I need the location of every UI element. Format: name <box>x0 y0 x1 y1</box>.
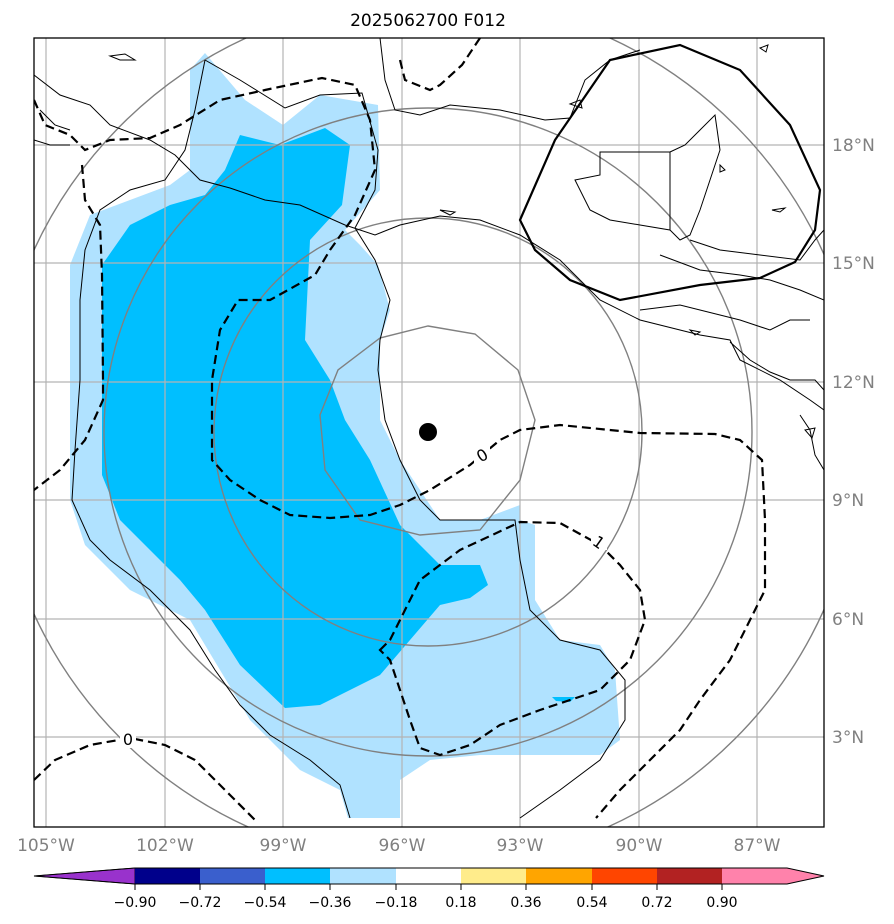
dashed-contours <box>34 38 767 821</box>
colorbar-segment <box>200 868 265 884</box>
colorbar-tick-label: −0.90 <box>114 895 157 911</box>
outlined-region-boundary <box>518 43 822 302</box>
colorbar-tick-label: −0.36 <box>309 895 352 911</box>
colorbar-segment <box>396 868 461 884</box>
colorbar-segment <box>135 868 200 884</box>
colorbar-segment <box>330 868 396 884</box>
colorbar-tick-labels: −0.90 −0.72 −0.54 −0.36 −0.18 0.18 0.36 … <box>114 895 738 911</box>
colorbar-ticks <box>134 884 723 890</box>
map-title: 2025062700 F012 <box>350 11 506 31</box>
map-area: 0 1 0 <box>34 38 824 827</box>
colorbar: −0.90 −0.72 −0.54 −0.36 −0.18 0.18 0.36 … <box>33 867 825 911</box>
colorbar-segment <box>657 868 722 884</box>
shaded-region-dark <box>102 128 488 708</box>
colorbar-segment <box>461 868 526 884</box>
contour-label: 0 <box>123 730 133 749</box>
colorbar-extend-left <box>33 867 136 885</box>
lon-label: 99°W <box>260 836 307 856</box>
lat-label: 18°N <box>832 136 875 156</box>
colorbar-tick-label: −0.72 <box>179 895 222 911</box>
colorbar-tick-label: −0.18 <box>375 895 418 911</box>
lon-label: 87°W <box>734 836 781 856</box>
colorbar-segment <box>526 868 592 884</box>
colorbar-segment <box>265 868 330 884</box>
contour-labels: 0 1 0 <box>120 445 608 749</box>
lon-label: 96°W <box>379 836 426 856</box>
lat-label: 15°N <box>832 254 875 274</box>
colorbar-tick-label: 0.36 <box>510 895 541 911</box>
colorbar-tick-label: 0.72 <box>641 895 672 911</box>
lon-label: 102°W <box>136 836 194 856</box>
colorbar-extend-right <box>722 868 824 884</box>
colorbar-tick-label: 0.54 <box>576 895 607 911</box>
lon-label: 90°W <box>616 836 663 856</box>
lon-label: 105°W <box>17 836 75 856</box>
lat-label: 9°N <box>832 491 864 511</box>
colorbar-tick-label: 0.18 <box>445 895 476 911</box>
colorbar-tick-label: 0.90 <box>706 895 737 911</box>
lat-label: 6°N <box>832 610 864 630</box>
longitude-labels: 105°W 102°W 99°W 96°W 93°W 90°W 87°W <box>17 836 781 856</box>
colorbar-tick-label: −0.54 <box>244 895 287 911</box>
map-frame <box>33 37 825 828</box>
lon-label: 93°W <box>497 836 544 856</box>
lat-label: 12°N <box>832 373 875 393</box>
lat-label: 3°N <box>832 728 864 748</box>
storm-center-dot <box>419 423 437 441</box>
colorbar-segment <box>592 868 657 884</box>
latitude-labels: 18°N 15°N 12°N 9°N 6°N 3°N <box>832 136 875 748</box>
coastlines <box>34 38 824 819</box>
